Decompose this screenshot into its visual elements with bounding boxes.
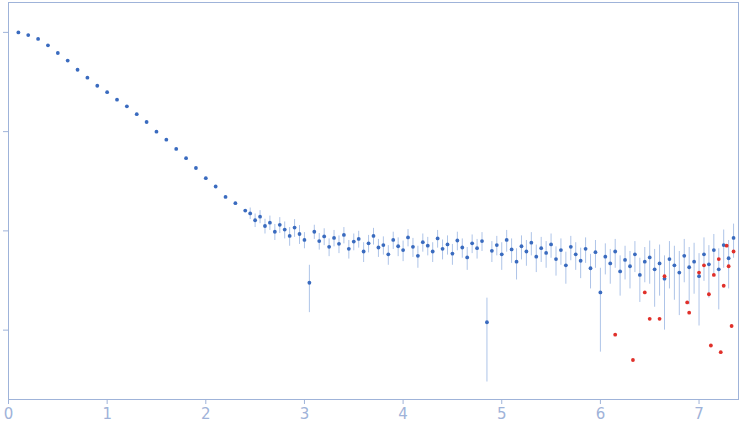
svg-text:7: 7 — [694, 405, 704, 423]
svg-text:6: 6 — [596, 405, 606, 423]
svg-text:2: 2 — [201, 405, 211, 423]
svg-text:5: 5 — [497, 405, 507, 423]
svg-text:3: 3 — [300, 405, 310, 423]
svg-text:1: 1 — [102, 405, 112, 423]
svg-text:0: 0 — [4, 405, 14, 423]
svg-text:4: 4 — [398, 405, 408, 423]
